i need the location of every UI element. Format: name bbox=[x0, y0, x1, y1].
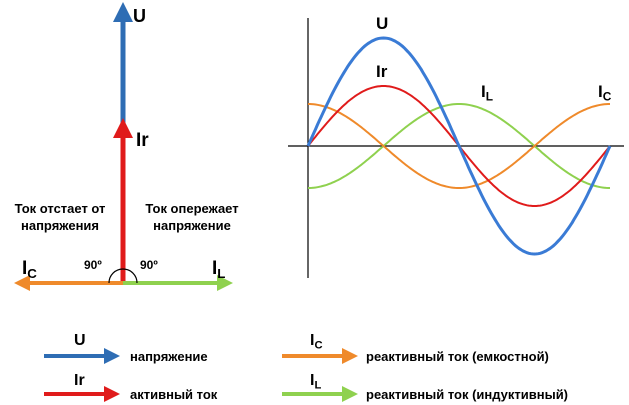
vector-ic-label: IC bbox=[22, 258, 37, 281]
legend-active-text: активный ток bbox=[130, 387, 218, 402]
legend-capacitive-symbol: IC bbox=[310, 332, 323, 352]
legend-item-capacitive: IC реактивный ток (емкостной) bbox=[282, 332, 549, 364]
lead-text-line2: напряжение bbox=[153, 218, 231, 233]
wave-ir-label: Ir bbox=[376, 62, 388, 81]
legend-voltage-text: напряжение bbox=[130, 349, 208, 364]
capacitive-current-wave bbox=[308, 103, 610, 189]
vector-u-label: U bbox=[133, 6, 146, 26]
inductive-current-wave bbox=[308, 103, 610, 189]
waveform-plot: U Ir IL IC bbox=[288, 14, 624, 278]
angle-right-label: 90º bbox=[140, 258, 158, 272]
wave-il-label: IL bbox=[481, 82, 493, 104]
lead-text-line1: Ток опережает bbox=[145, 201, 238, 216]
legend-voltage-symbol: U bbox=[74, 332, 86, 349]
right-angle-arc bbox=[108, 268, 138, 284]
legend-capacitive-text: реактивный ток (емкостной) bbox=[366, 349, 549, 364]
legend-item-active: Ir активный ток bbox=[44, 372, 218, 402]
vector-il-label: IL bbox=[212, 258, 225, 281]
legend-inductive-symbol: IL bbox=[310, 372, 321, 392]
angle-left-label: 90º bbox=[84, 258, 102, 272]
lag-text-line1: Ток отстает от bbox=[15, 201, 106, 216]
legend-active-symbol: Ir bbox=[74, 372, 85, 389]
wave-ic-label: IC bbox=[598, 82, 612, 104]
wave-u-label: U bbox=[376, 14, 388, 33]
legend-inductive-text: реактивный ток (индуктивный) bbox=[366, 387, 568, 402]
voltage-wave bbox=[306, 36, 612, 256]
lag-text-line2: напряжения bbox=[21, 218, 99, 233]
legend-item-inductive: IL реактивный ток (индуктивный) bbox=[282, 372, 568, 402]
vector-diagram: U Ir IC IL Ток отстает от напряжения Ток… bbox=[14, 2, 239, 291]
legend: U напряжение Ir активный ток IC реактивн… bbox=[44, 332, 568, 402]
vector-ir-label: Ir bbox=[136, 130, 149, 151]
legend-item-voltage: U напряжение bbox=[44, 332, 208, 364]
